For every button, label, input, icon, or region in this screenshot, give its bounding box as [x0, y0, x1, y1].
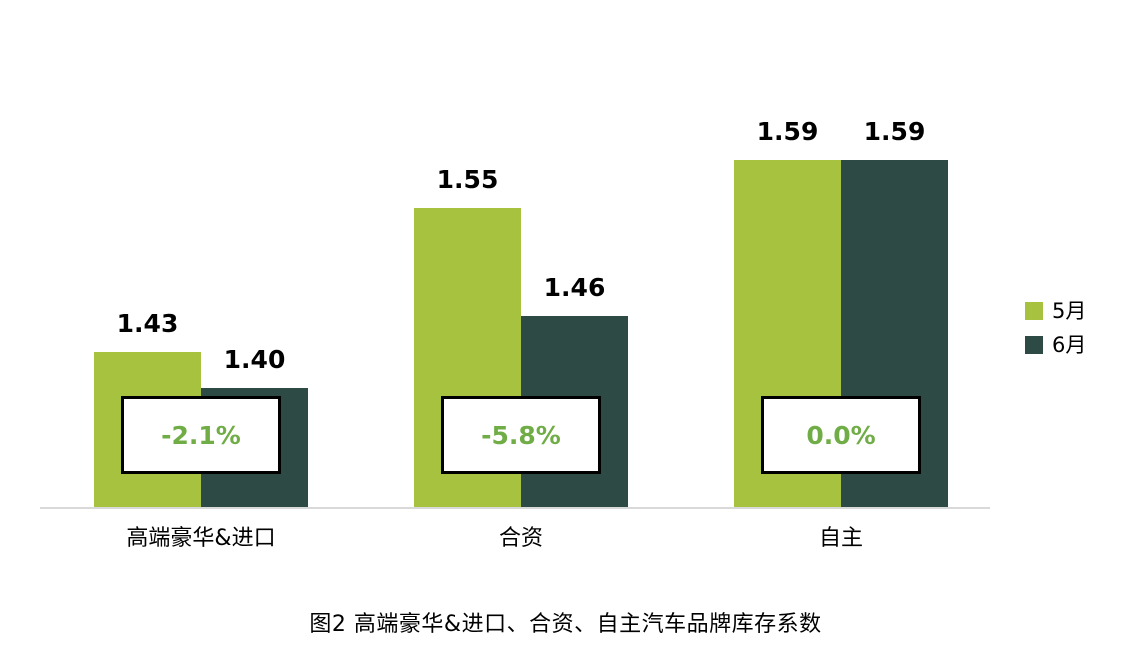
legend: 5月 6月	[1025, 300, 1086, 356]
change-label-box-cat-0: -2.1%	[121, 396, 281, 474]
legend-label-june: 6月	[1052, 333, 1087, 357]
value-label-series-0-cat-0: 1.43	[116, 309, 179, 338]
value-label-series-0-cat-2: 1.59	[756, 117, 819, 146]
x-axis-line	[40, 507, 990, 509]
legend-label-may: 5月	[1052, 299, 1087, 323]
value-label-series-1-cat-2: 1.59	[863, 117, 926, 146]
legend-item-june: 6月	[1025, 334, 1086, 356]
category-label-1: 合资	[498, 526, 543, 551]
change-label-box-cat-1: -5.8%	[441, 396, 601, 474]
value-label-series-1-cat-1: 1.46	[543, 273, 606, 302]
legend-item-may: 5月	[1025, 300, 1086, 322]
category-label-2: 自主	[818, 526, 863, 551]
legend-swatch-may	[1025, 302, 1043, 320]
value-label-series-0-cat-1: 1.55	[436, 165, 499, 194]
category-label-0: 高端豪华&进口	[126, 526, 276, 551]
change-label-text-cat-2: 0.0%	[806, 420, 876, 450]
value-label-series-1-cat-0: 1.40	[223, 345, 286, 374]
change-label-text-cat-0: -2.1%	[161, 420, 241, 450]
legend-swatch-june	[1025, 336, 1043, 354]
chart-title: 图2 高端豪华&进口、合资、自主汽车品牌库存系数	[309, 612, 822, 637]
change-label-box-cat-2: 0.0%	[761, 396, 921, 474]
change-label-text-cat-1: -5.8%	[481, 420, 561, 450]
